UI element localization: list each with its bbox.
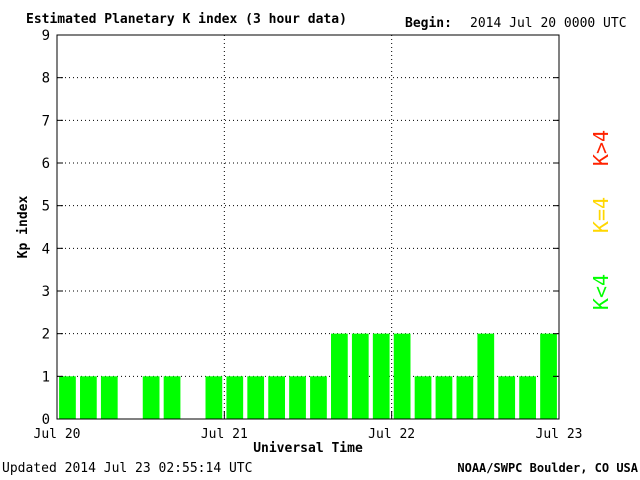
kp-bar [477,333,495,419]
kp-bar [310,376,327,419]
y-tick-label: 2 [42,327,50,343]
plot-frame [56,34,560,420]
y-tick-label: 8 [42,71,50,87]
legend-entry: K=4 [589,197,613,233]
legend-entry: K<4 [589,274,613,310]
kp-bar [142,376,160,419]
y-tick-label: 6 [42,156,50,172]
kp-bar [205,376,223,419]
bars [59,333,557,419]
kp-bar [226,376,244,419]
updated-timestamp: Updated 2014 Jul 23 02:55:14 UTC [2,461,252,476]
kp-bar [351,333,369,419]
source-credit: NOAA/SWPC Boulder, CO USA [457,461,638,475]
y-tick-label: 7 [42,113,50,129]
kp-bar [59,376,76,419]
x-tick-label: Jul 22 [368,427,415,442]
y-tick-label: 0 [42,412,50,428]
x-tick-label: Jul 23 [536,427,583,442]
kp-bar [163,376,181,419]
y-tick-label: 3 [42,284,50,300]
y-tick-label: 1 [42,369,50,385]
kp-bar [540,333,557,419]
chart-title: Estimated Planetary K index (3 hour data… [26,12,347,27]
kp-bar [498,376,516,419]
x-ticks: Jul 20 Jul 21 Jul 22 Jul 23 [34,411,583,442]
kp-bar [414,376,432,419]
y-tick-label: 9 [42,28,50,44]
y-axis-label: Kp index [16,196,31,259]
kp-bar [456,376,474,419]
kp-bar [393,333,411,419]
legend-entry: K>4 [589,130,613,166]
kp-bar [289,376,306,419]
y-ticks: 0 1 2 3 4 5 6 7 8 9 [42,28,559,428]
kp-bar [331,333,348,419]
kp-bar [80,376,97,419]
y-tick-label: 4 [42,241,50,257]
kp-bar [519,376,536,419]
x-axis-label: Universal Time [253,441,363,456]
kp-bar [100,376,118,419]
legend: K<4 K=4 K>4 [589,130,613,310]
kp-bar [372,333,390,419]
kp-bar [435,376,453,419]
kp-bar [247,376,265,419]
begin-value: 2014 Jul 20 0000 UTC [470,16,627,31]
begin-label: Begin: [405,16,452,31]
grid-lines [57,35,559,419]
x-tick-label: Jul 20 [34,427,81,442]
x-tick-label: Jul 21 [201,427,248,442]
y-tick-label: 5 [42,199,50,215]
kp-bar [268,376,285,419]
